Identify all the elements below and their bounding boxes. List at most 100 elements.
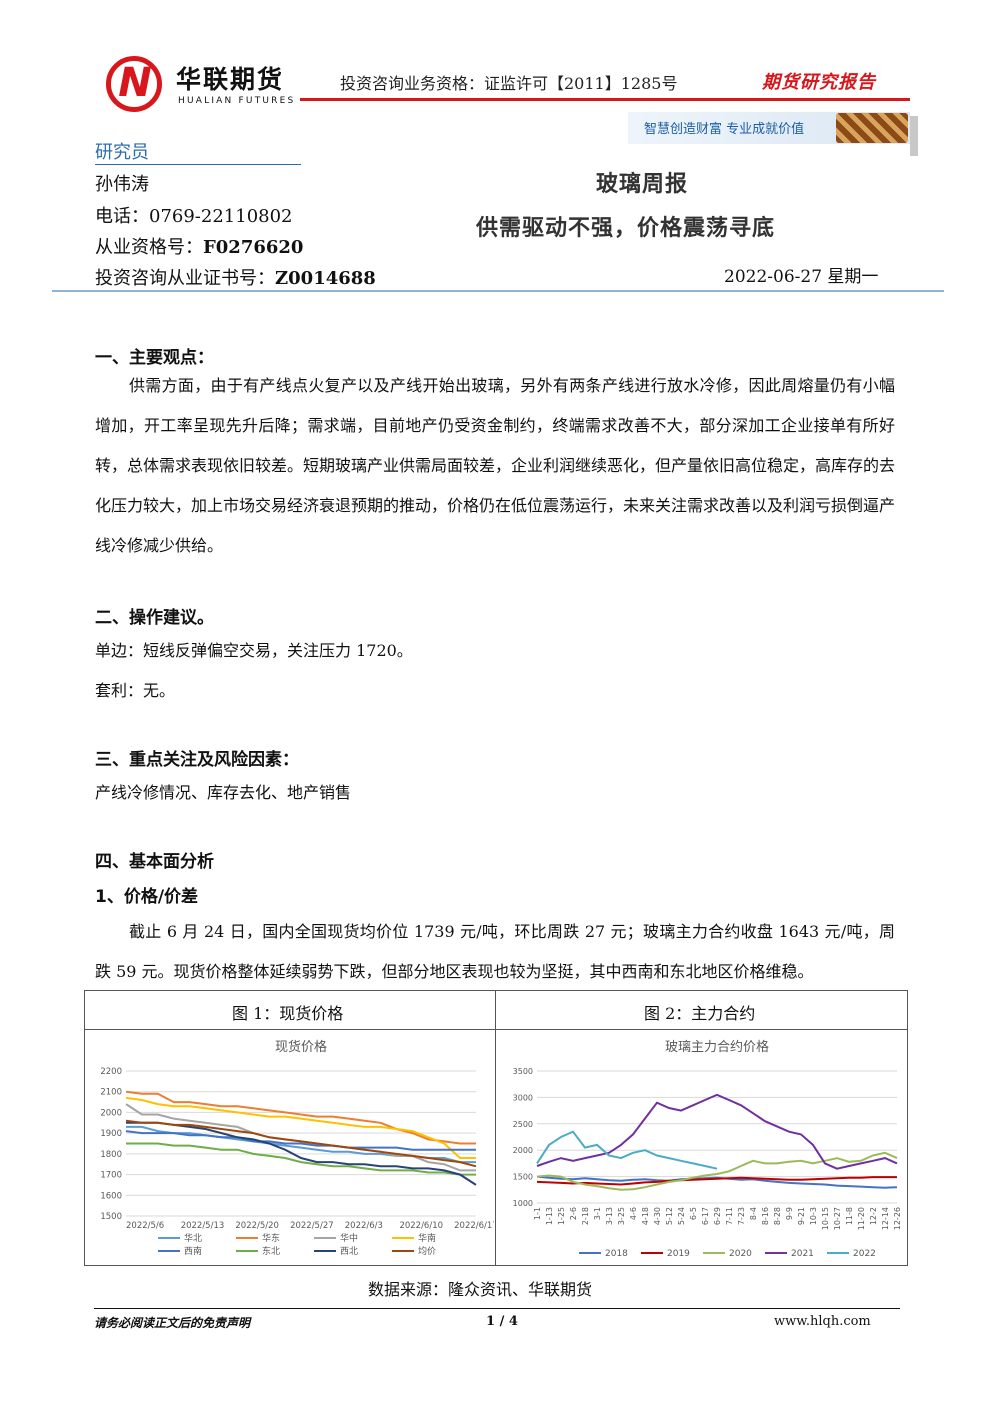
legend-label: 西北 (340, 1246, 358, 1257)
report-date: 2022-06-27 星期一 (724, 267, 879, 287)
x-tick-label: 4-18 (641, 1207, 650, 1225)
y-tick-label: 1700 (100, 1171, 122, 1181)
x-tick-label: 11-8 (845, 1207, 854, 1225)
x-tick-label: 3-1 (593, 1207, 602, 1220)
x-tick-label: 2-18 (581, 1207, 590, 1225)
section-4-body: 截止 6 月 24 日，国内全国现货均价位 1739 元/吨，环比周跌 27 元… (95, 922, 895, 981)
x-tick-label: 2022/6/3 (345, 1221, 383, 1231)
y-tick-label: 1800 (100, 1150, 122, 1160)
slogan-image (836, 113, 908, 143)
x-tick-label: 6-29 (713, 1207, 722, 1225)
x-tick-label: 1-13 (545, 1207, 554, 1225)
legend-label: 华南 (418, 1232, 436, 1244)
series-line-2022 (536, 1130, 718, 1170)
legend-label: 均价 (418, 1245, 436, 1257)
x-tick-label: 7-11 (725, 1207, 734, 1225)
x-tick-label: 12-2 (869, 1207, 878, 1225)
researcher-license: 从业资格号：F0276620 (95, 237, 304, 258)
section-4-subheading: 1、价格/价差 (95, 887, 199, 907)
y-tick-label: 2500 (513, 1120, 533, 1129)
series-line-均价 (125, 1119, 477, 1168)
section-4-heading: 四、基本面分析 (95, 852, 214, 872)
figure-table-row-divider (84, 1029, 908, 1030)
figure-2-caption: 图 2：主力合约 (644, 1004, 756, 1023)
footer-page-number: 1 / 4 (486, 1314, 518, 1329)
legend-label: 华东 (262, 1232, 280, 1244)
legend-label: 东北 (262, 1245, 280, 1257)
title-divider (52, 290, 944, 292)
researcher-phone: 电话：0769-22110802 (95, 206, 293, 227)
series-line-西南 (125, 1130, 476, 1151)
legend-label: 2021 (791, 1249, 814, 1259)
footer-divider (94, 1308, 900, 1309)
y-tick-label: 1500 (513, 1173, 533, 1182)
x-tick-label: 2022/6/10 (399, 1221, 443, 1231)
series-line-2020 (536, 1151, 898, 1191)
legend-label: 2018 (605, 1249, 628, 1259)
chart-title: 现货价格 (275, 1039, 327, 1055)
figure-table-col-divider (495, 990, 496, 1266)
x-tick-label: 8-28 (773, 1207, 782, 1225)
section-2-single-side: 单边：短线反弹偏空交易，关注压力 1720。 (95, 641, 413, 660)
qualification-text: 投资咨询业务资格：证监许可【2011】1285号 (340, 74, 678, 93)
x-tick-label: 2022/5/6 (126, 1221, 164, 1231)
x-tick-label: 7-23 (737, 1207, 746, 1225)
x-tick-label: 6-5 (689, 1207, 698, 1220)
x-tick-label: 3-13 (605, 1207, 614, 1225)
x-tick-label: 8-4 (749, 1207, 758, 1220)
series-line-西北 (126, 1121, 477, 1186)
y-tick-label: 2200 (100, 1067, 122, 1077)
section-2-arbitrage: 套利：无。 (95, 681, 176, 700)
x-tick-label: 2022/5/27 (290, 1221, 334, 1231)
x-tick-label: 9-21 (797, 1207, 806, 1225)
footer-website[interactable]: www.hlqh.com (774, 1314, 871, 1329)
x-tick-label: 1-1 (533, 1207, 542, 1220)
y-tick-label: 1600 (100, 1191, 122, 1201)
figure-1-caption: 图 1：现货价格 (232, 1004, 344, 1023)
x-tick-label: 8-16 (761, 1207, 770, 1225)
logo-mark (106, 56, 162, 112)
x-tick-label: 10-27 (833, 1207, 842, 1230)
researcher-name: 孙伟涛 (95, 174, 149, 195)
legend-label: 2019 (667, 1249, 690, 1259)
series-line-2019 (536, 1176, 897, 1186)
slogan-shadow (910, 116, 918, 156)
footer-disclaimer: 请务必阅读正文后的免责声明 (94, 1316, 251, 1330)
report-subtitle: 供需驱动不强，价格震荡寻底 (476, 216, 776, 241)
figure-table (84, 990, 908, 1266)
section-1-body: 供需方面，由于有产线点火复产以及产线开始出玻璃，另外有两条产线进行放水冷修，因此… (95, 376, 896, 555)
x-tick-label: 5-12 (665, 1207, 674, 1225)
x-tick-label: 12-14 (881, 1207, 890, 1230)
section-1-heading: 一、主要观点： (95, 348, 214, 368)
report-type-label: 期货研究报告 (762, 72, 876, 93)
y-tick-label: 3500 (513, 1067, 533, 1076)
legend-label: 2020 (729, 1249, 752, 1259)
x-tick-label: 4-30 (653, 1207, 662, 1225)
logo-n-icon: N (118, 60, 152, 106)
x-tick-label: 2022/5/13 (181, 1221, 225, 1231)
x-tick-label: 3-25 (617, 1207, 626, 1225)
section-2-heading: 二、操作建议。 (95, 608, 214, 628)
x-tick-label: 2022/6/17 (454, 1221, 494, 1231)
slogan-text: 智慧创造财富 专业成就价值 (644, 122, 805, 137)
x-tick-label: 9-9 (785, 1207, 794, 1220)
report-title: 玻璃周报 (596, 172, 689, 197)
logo-text-cn: 华联期货 (176, 65, 285, 94)
header-divider (300, 98, 910, 101)
section-3-heading: 三、重点关注及风险因素： (95, 750, 299, 770)
legend-label: 2022 (853, 1249, 876, 1259)
x-tick-label: 11-20 (857, 1207, 866, 1230)
legend-label: 西南 (184, 1245, 202, 1257)
spot-price-chart: 现货价格 1500 1600 1700 1800 1900 2000 2100 2200 2022… (100, 1039, 494, 1257)
y-tick-label: 1900 (100, 1129, 122, 1139)
y-tick-label: 1000 (513, 1199, 533, 1208)
researcher-underline (95, 164, 301, 165)
series-line-华东 (125, 1090, 476, 1145)
chart-title: 玻璃主力合约价格 (665, 1039, 769, 1055)
y-tick-label: 3000 (513, 1093, 533, 1102)
legend-label: 华中 (340, 1232, 358, 1244)
section-3-body: 产线冷修情况、库存去化、地产销售 (95, 783, 352, 802)
legend-label: 华北 (184, 1232, 202, 1244)
y-tick-label: 2100 (100, 1088, 122, 1098)
